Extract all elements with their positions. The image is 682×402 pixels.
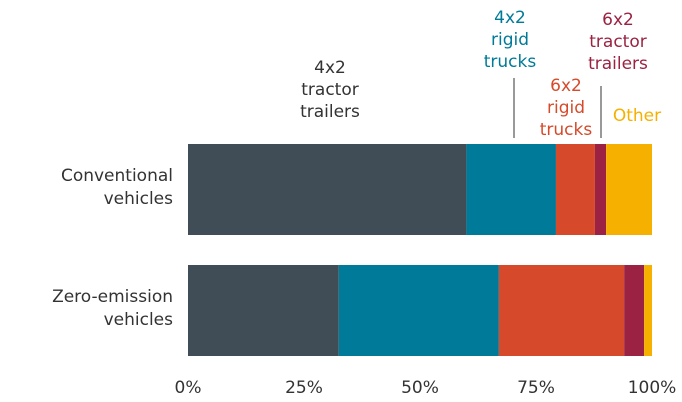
series-label: Other [613, 106, 661, 126]
bar-segment [555, 144, 595, 235]
series-label: 6x2 rigid trucks [540, 76, 593, 140]
x-tick-label: 75% [517, 378, 555, 398]
x-tick-label: 100% [628, 378, 677, 398]
series-label: 6x2 tractor trailers [588, 10, 648, 74]
bar-segment [188, 144, 467, 235]
bar-segment [594, 144, 607, 235]
x-tick-label: 0% [175, 378, 202, 398]
series-label: 4x2 tractor trailers [300, 58, 360, 122]
bar-segment [624, 265, 645, 356]
category-label: Zero-emission vehicles [52, 287, 173, 330]
x-tick-label: 25% [285, 378, 323, 398]
x-tick-label: 50% [401, 378, 439, 398]
bar-segment [338, 265, 499, 356]
bar-segment [606, 144, 652, 235]
series-label: 4x2 rigid trucks [484, 8, 537, 72]
bar-segment [466, 144, 556, 235]
bar-segment [498, 265, 625, 356]
bar-segment [644, 265, 652, 356]
category-label: Conventional vehicles [61, 166, 173, 209]
bar-segment [188, 265, 339, 356]
